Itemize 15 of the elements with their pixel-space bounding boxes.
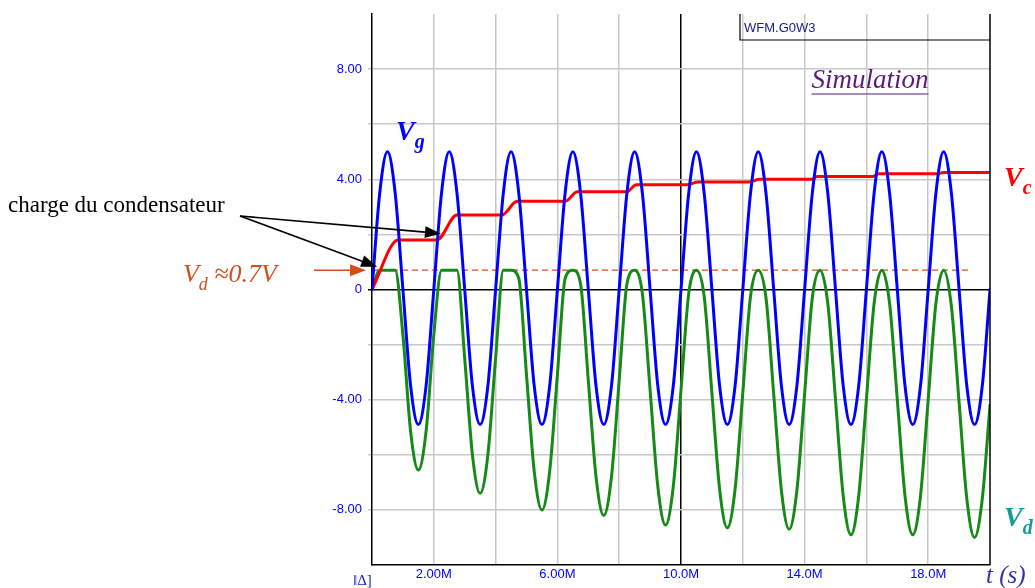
y-tick-label: -8.00 bbox=[332, 501, 362, 517]
y-tick-label: 8.00 bbox=[336, 60, 362, 76]
y-tick-label: -4.00 bbox=[332, 391, 362, 407]
text: Simulation bbox=[811, 64, 929, 94]
x-tick-label: 2.00M bbox=[415, 566, 452, 582]
x-tick-label: 18.0M bbox=[910, 566, 947, 582]
y-tick-label: 0 bbox=[354, 281, 362, 297]
x-tick-label: 10.0M bbox=[662, 566, 700, 582]
y-tick-label: 4.00 bbox=[336, 170, 362, 186]
x-tick-label: 14.0M bbox=[786, 566, 823, 582]
text: ‖Δ] bbox=[353, 572, 372, 588]
x-axis-title: t (s) bbox=[986, 561, 1026, 588]
annotation: WFM.G0W3 bbox=[744, 20, 816, 35]
text: charge du condensateur bbox=[8, 192, 226, 217]
x-tick-label: 6.00M bbox=[539, 566, 576, 582]
